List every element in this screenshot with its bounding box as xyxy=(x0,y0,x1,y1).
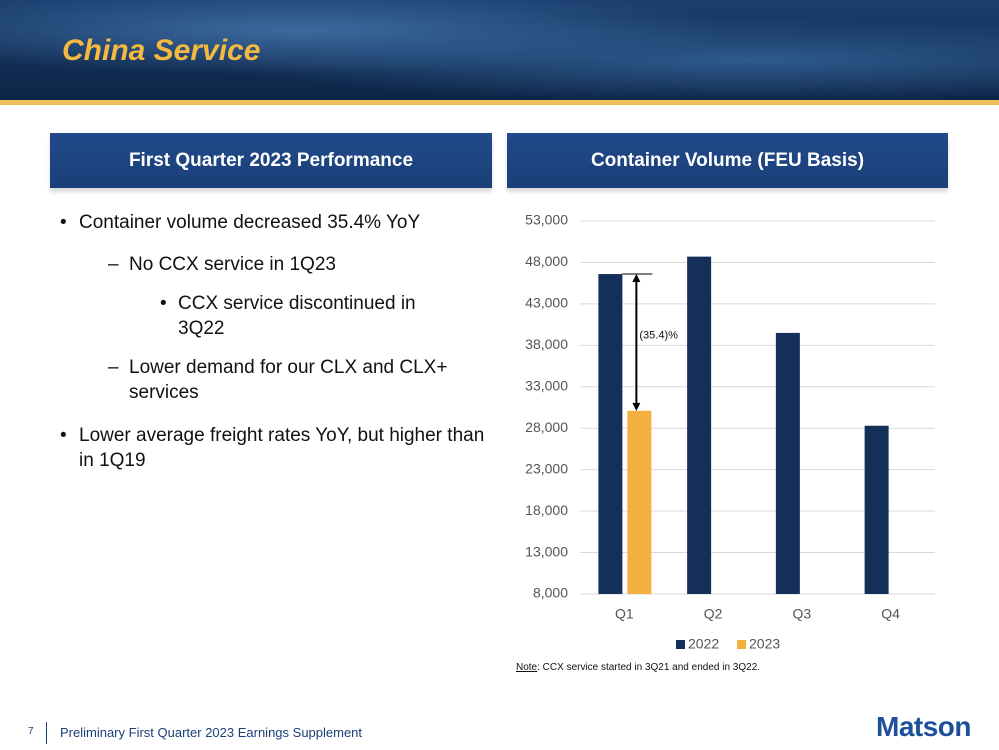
note-text: : CCX service started in 3Q21 and ended … xyxy=(537,662,761,673)
bullet-text: CCX service discontinued in 3Q22 xyxy=(178,293,416,339)
y-tick-label: 48,000 xyxy=(525,253,568,269)
logo: Matson xyxy=(876,711,972,742)
banner-rule xyxy=(0,100,999,105)
note: Note: CCX service started in 3Q21 and en… xyxy=(516,662,760,673)
bullet-marker: • xyxy=(160,293,167,314)
y-tick-label: 33,000 xyxy=(525,377,568,393)
bullet-text: Lower demand for our CLX and CLX+ servic… xyxy=(129,357,448,403)
x-tick-label: Q1 xyxy=(615,606,634,622)
arrow-head xyxy=(632,274,641,283)
y-tick-label: 28,000 xyxy=(525,419,568,435)
legend-swatch xyxy=(676,640,685,649)
bar xyxy=(687,256,712,594)
y-tick-label: 43,000 xyxy=(525,295,568,311)
annotation: (35.4)% xyxy=(639,329,678,341)
bullet-marker: • xyxy=(60,212,67,233)
footer-rule xyxy=(46,722,47,744)
legend-swatch xyxy=(737,640,746,649)
chart-title: Container Volume (FEU Basis) xyxy=(507,133,948,188)
x-tick-label: Q2 xyxy=(704,606,723,622)
y-tick-label: 18,000 xyxy=(525,502,568,518)
bar xyxy=(864,425,889,594)
left-header: First Quarter 2023 Performance xyxy=(50,133,492,188)
legend-label: 2023 xyxy=(749,636,780,652)
bullet-text: Container volume decreased 35.4% YoY xyxy=(79,212,421,233)
legend-label: 2022 xyxy=(688,636,719,652)
slide-title: China Service xyxy=(62,34,261,67)
note-label: Note xyxy=(516,662,538,673)
bullet-marker: – xyxy=(108,254,119,275)
bullet-text: No CCX service in 1Q23 xyxy=(129,254,336,275)
bullet-marker: • xyxy=(60,425,67,446)
page-number: 7 xyxy=(28,726,34,737)
bullet-marker: – xyxy=(108,357,119,378)
x-tick-label: Q4 xyxy=(881,606,900,622)
y-tick-label: 53,000 xyxy=(525,212,568,228)
y-tick-label: 38,000 xyxy=(525,336,568,352)
bar xyxy=(598,274,623,594)
bar xyxy=(627,410,652,594)
y-tick-label: 13,000 xyxy=(525,543,568,559)
bar xyxy=(775,332,800,594)
y-tick-label: 23,000 xyxy=(525,460,568,476)
x-tick-label: Q3 xyxy=(793,606,812,622)
banner xyxy=(0,0,999,100)
footer-text: Preliminary First Quarter 2023 Earnings … xyxy=(60,725,363,740)
y-tick-label: 8,000 xyxy=(533,585,568,601)
arrow-head xyxy=(632,402,641,411)
bullet-text: Lower average freight rates YoY, but hig… xyxy=(79,425,485,471)
